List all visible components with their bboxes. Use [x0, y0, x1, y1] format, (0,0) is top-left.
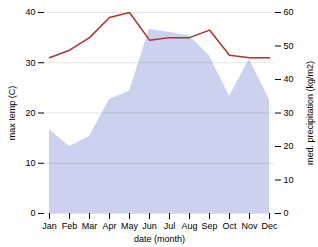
svg-text:20: 20	[284, 141, 294, 151]
svg-text:Mar: Mar	[82, 221, 98, 231]
svg-text:40: 40	[25, 7, 35, 17]
svg-text:date (month): date (month)	[134, 234, 185, 244]
svg-text:40: 40	[284, 74, 294, 84]
svg-text:max temp (C): max temp (C)	[7, 86, 17, 141]
svg-text:May: May	[121, 221, 139, 231]
svg-text:med. precipitation (kg/m2): med. precipitation (kg/m2)	[305, 61, 315, 165]
svg-text:60: 60	[284, 7, 294, 17]
svg-text:Feb: Feb	[62, 221, 78, 231]
svg-text:10: 10	[284, 175, 294, 185]
svg-text:20: 20	[25, 108, 35, 118]
svg-text:Apr: Apr	[102, 221, 116, 231]
svg-text:50: 50	[284, 41, 294, 51]
svg-text:0: 0	[30, 208, 35, 218]
svg-text:Jun: Jun	[142, 221, 157, 231]
svg-text:Aug: Aug	[181, 221, 197, 231]
svg-text:30: 30	[284, 108, 294, 118]
svg-text:Oct: Oct	[222, 221, 237, 231]
svg-text:0: 0	[284, 208, 289, 218]
svg-text:Jul: Jul	[164, 221, 176, 231]
svg-text:Nov: Nov	[241, 221, 258, 231]
svg-text:Dec: Dec	[261, 221, 278, 231]
svg-text:30: 30	[25, 58, 35, 68]
svg-text:Jan: Jan	[42, 221, 57, 231]
svg-text:Sep: Sep	[201, 221, 217, 231]
svg-text:10: 10	[25, 158, 35, 168]
